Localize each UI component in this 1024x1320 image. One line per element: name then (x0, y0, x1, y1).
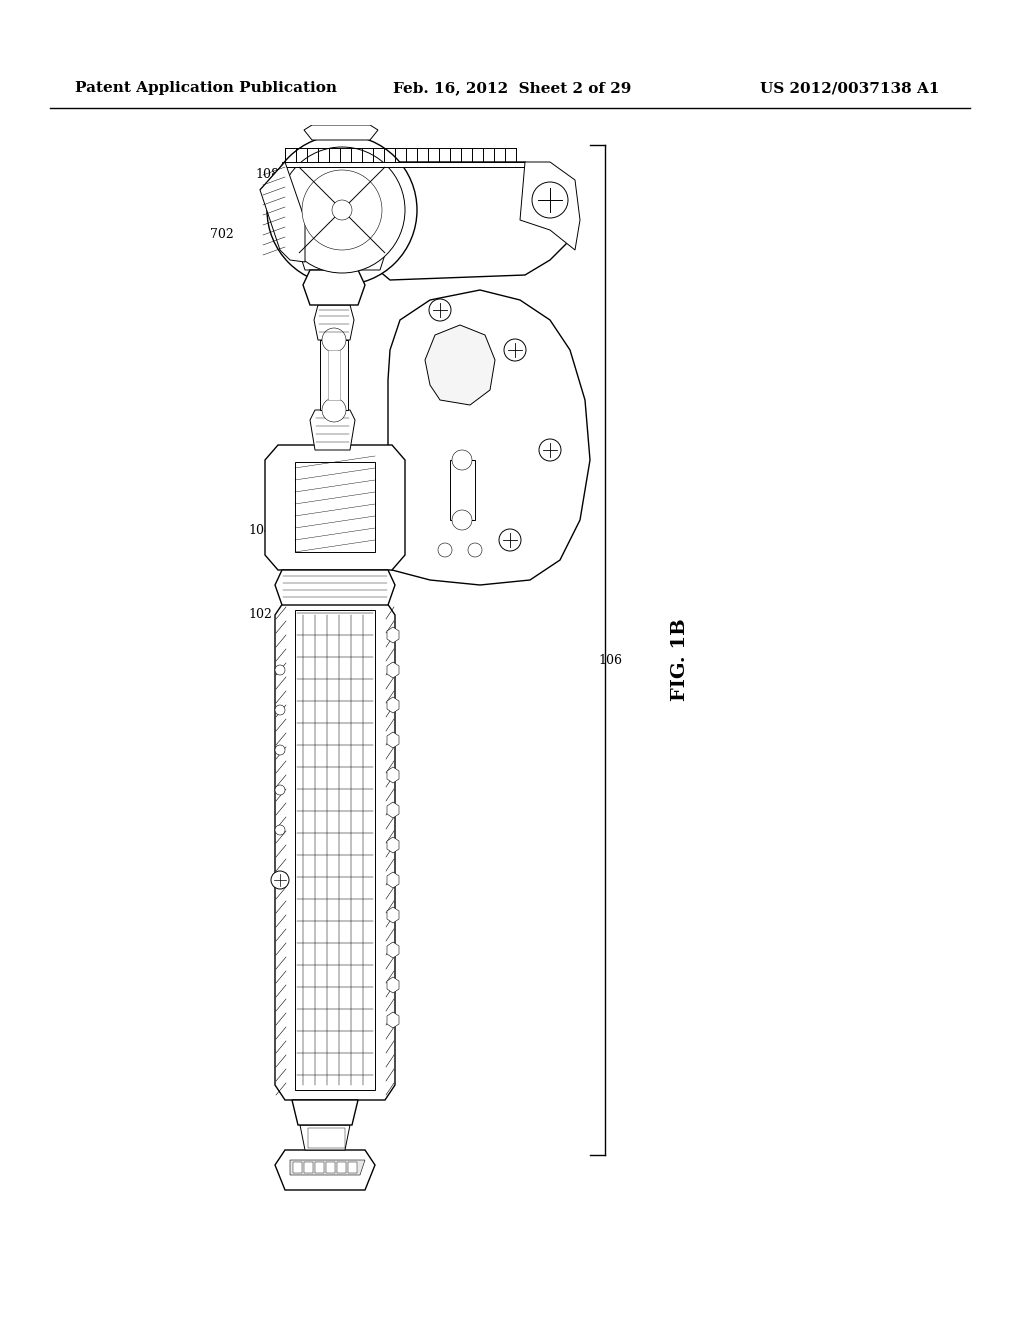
Circle shape (322, 327, 346, 352)
Bar (282, 162, 530, 168)
Bar (337, 1162, 346, 1173)
Text: 108: 108 (255, 169, 279, 181)
Polygon shape (290, 1160, 365, 1175)
Circle shape (468, 543, 482, 557)
Circle shape (438, 543, 452, 557)
Polygon shape (387, 907, 399, 923)
Text: 106: 106 (598, 653, 622, 667)
Circle shape (275, 744, 285, 755)
Polygon shape (387, 663, 399, 678)
Circle shape (275, 705, 285, 715)
Text: 702: 702 (210, 228, 233, 242)
Bar (293, 1162, 302, 1173)
Bar (319, 341, 348, 411)
Circle shape (452, 510, 472, 531)
Bar (308, 1129, 345, 1148)
Bar (295, 462, 375, 552)
Polygon shape (387, 977, 399, 993)
Text: FIG. 1B: FIG. 1B (671, 619, 689, 701)
Polygon shape (387, 942, 399, 958)
Polygon shape (387, 627, 399, 643)
Text: Patent Application Publication: Patent Application Publication (75, 81, 337, 95)
Polygon shape (292, 1100, 358, 1125)
Circle shape (504, 339, 526, 360)
Polygon shape (304, 125, 378, 140)
Circle shape (275, 825, 285, 836)
Circle shape (267, 135, 417, 285)
Circle shape (322, 399, 346, 422)
Polygon shape (303, 271, 365, 305)
Bar (326, 1162, 335, 1173)
Polygon shape (275, 1150, 375, 1191)
Polygon shape (310, 411, 355, 450)
Polygon shape (297, 220, 388, 271)
Bar (328, 350, 340, 400)
Circle shape (532, 182, 568, 218)
Polygon shape (387, 803, 399, 818)
Circle shape (279, 147, 406, 273)
Circle shape (302, 170, 382, 249)
Polygon shape (387, 873, 399, 888)
Text: 102: 102 (248, 609, 272, 622)
Circle shape (332, 201, 352, 220)
Polygon shape (387, 733, 399, 748)
Bar (304, 1162, 313, 1173)
Circle shape (429, 300, 451, 321)
Polygon shape (260, 162, 305, 261)
Polygon shape (275, 601, 395, 1100)
Bar (348, 1162, 357, 1173)
Circle shape (275, 785, 285, 795)
Polygon shape (388, 290, 590, 585)
Polygon shape (275, 570, 395, 605)
Circle shape (271, 871, 289, 888)
Bar (295, 610, 375, 1090)
Polygon shape (300, 1125, 350, 1150)
Polygon shape (387, 837, 399, 853)
Circle shape (275, 665, 285, 675)
Polygon shape (314, 305, 354, 341)
Circle shape (499, 529, 521, 550)
Polygon shape (425, 325, 495, 405)
Text: 104: 104 (248, 524, 272, 536)
Text: Feb. 16, 2012  Sheet 2 of 29: Feb. 16, 2012 Sheet 2 of 29 (393, 81, 631, 95)
Polygon shape (387, 767, 399, 783)
Bar (450, 459, 475, 520)
Bar (315, 1162, 324, 1173)
Polygon shape (265, 445, 406, 570)
Text: US 2012/0037138 A1: US 2012/0037138 A1 (761, 81, 940, 95)
Polygon shape (387, 697, 399, 713)
Text: 112: 112 (310, 189, 334, 202)
Circle shape (539, 440, 561, 461)
Polygon shape (520, 162, 580, 249)
Polygon shape (260, 162, 570, 280)
Polygon shape (387, 1012, 399, 1028)
Circle shape (452, 450, 472, 470)
